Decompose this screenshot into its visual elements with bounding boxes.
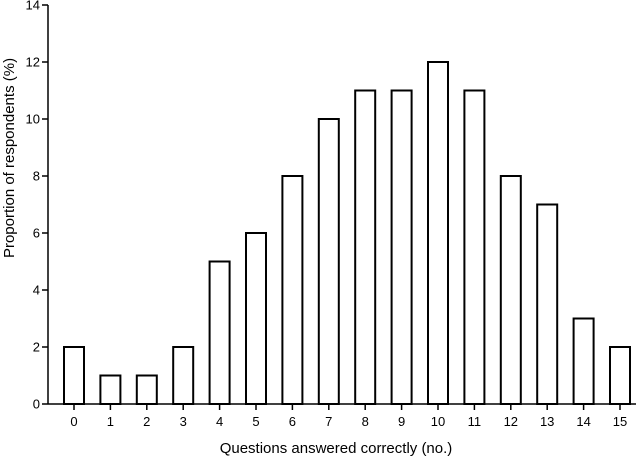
bar-0: [63, 346, 85, 405]
x-tick-label: 0: [70, 414, 77, 429]
bar-10: [427, 61, 449, 405]
y-axis: 0 2 4 6 8 10 12 14: [26, 0, 49, 412]
y-tick-label: 12: [26, 55, 40, 70]
x-tick-label: 4: [216, 414, 223, 429]
bar-12: [499, 175, 522, 405]
y-axis-title: Proportion of respondents (%): [1, 58, 18, 258]
x-tick-label: 13: [540, 414, 554, 429]
bar-14: [572, 317, 595, 405]
bar-8: [354, 89, 377, 405]
x-tick-label: 5: [252, 414, 259, 429]
x-tick-label: 1: [107, 414, 114, 429]
x-axis: 0 1 2 3 4 5 6 7 8 9 10 11 12 13 14 15: [48, 403, 636, 429]
bar-5: [245, 232, 267, 405]
y-tick-label: 8: [33, 169, 40, 184]
bar-7: [317, 118, 340, 405]
x-tick-label: 6: [289, 414, 296, 429]
bar-1: [99, 374, 122, 405]
bar-2: [135, 374, 158, 405]
bar-15: [609, 346, 631, 405]
y-tick-label: 4: [33, 283, 40, 298]
x-tick-label: 15: [613, 414, 627, 429]
x-tick-label: 7: [325, 414, 332, 429]
bar-3: [172, 346, 195, 405]
x-tick-label: 11: [468, 414, 482, 429]
bar-4: [208, 260, 231, 405]
x-tick-label: 2: [143, 414, 150, 429]
y-tick-label: 0: [33, 397, 40, 412]
y-tick-label: 6: [33, 226, 40, 241]
y-tick-label: 2: [33, 340, 40, 355]
x-axis-title: Questions answered correctly (no.): [220, 440, 453, 457]
bar-6: [281, 175, 304, 405]
y-tick-label: 10: [26, 112, 40, 127]
x-tick-label: 9: [398, 414, 405, 429]
x-tick-label: 14: [576, 414, 590, 429]
x-tick-label: 8: [362, 414, 369, 429]
bar-13: [536, 203, 559, 405]
x-tick-label: 3: [180, 414, 187, 429]
y-tick-label: 14: [26, 0, 40, 13]
x-tick-label: 12: [504, 414, 518, 429]
x-tick-label: 10: [431, 414, 445, 429]
bars: [63, 61, 631, 405]
bar-11: [463, 89, 486, 405]
bar-9: [390, 89, 413, 405]
